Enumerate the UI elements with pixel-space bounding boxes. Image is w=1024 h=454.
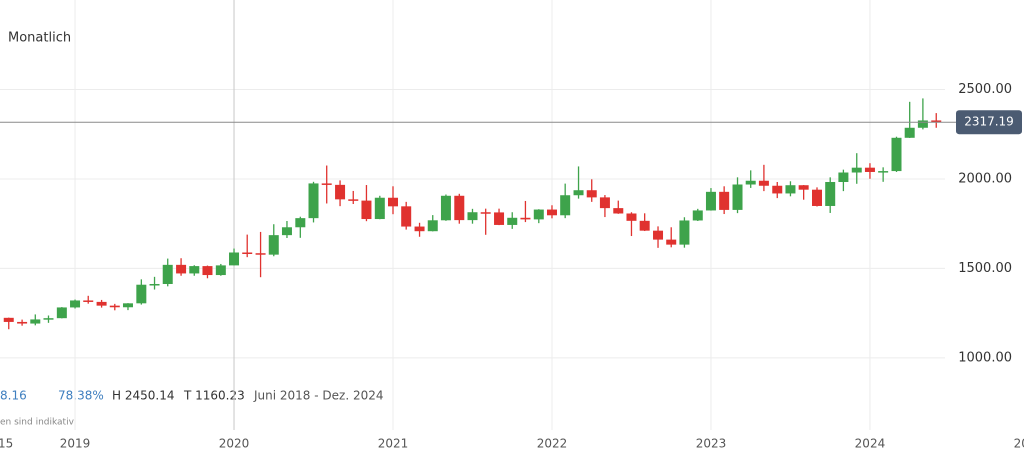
candle-body (851, 167, 862, 173)
candle-body (626, 213, 637, 221)
candle-body (533, 209, 544, 220)
candle-body (931, 120, 942, 123)
candle-body (613, 208, 624, 214)
y-tick-label: 1000.00 (958, 350, 1012, 365)
candle-body (560, 195, 571, 216)
candle-body (599, 197, 610, 209)
candle-body (440, 195, 451, 221)
y-tick-label: 2000.00 (958, 171, 1012, 186)
candle-body (639, 220, 650, 231)
period: Monatlich (8, 31, 71, 46)
candle-body (480, 212, 491, 214)
high-label: H 2450.14 (112, 389, 174, 403)
candle-body (653, 230, 664, 240)
candle-body (242, 252, 253, 255)
x-tick-label: 2021 (378, 437, 409, 451)
candle-body (109, 305, 120, 308)
current-price-label: 2317.19 (964, 115, 1014, 129)
candle-body (772, 185, 783, 194)
candle-body (162, 264, 173, 284)
candle-body (122, 303, 133, 308)
candle-body (401, 206, 412, 227)
candle-body (281, 227, 292, 236)
candle-body (864, 167, 875, 172)
candle-body (427, 220, 438, 232)
candle-body (758, 180, 769, 186)
candle-body (414, 226, 425, 232)
low-label: T 1160.23 (183, 389, 245, 403)
candle-body (229, 252, 240, 266)
candle-body (891, 137, 902, 172)
candle-body (507, 217, 518, 225)
candle-body (719, 191, 730, 210)
candle-body (745, 180, 756, 185)
candle-body (374, 197, 385, 220)
x-fragment: 15 (0, 437, 13, 451)
candle-body (215, 265, 226, 276)
candle-body (904, 127, 915, 138)
y-tick-label: 1500.00 (958, 261, 1012, 276)
change: 8.16 (0, 389, 27, 403)
x-tick-label: 2024 (855, 437, 886, 451)
candle-body (825, 181, 836, 206)
candle-body (308, 183, 319, 219)
candle-body (573, 190, 584, 196)
candle-body (388, 197, 399, 207)
candle-body (838, 172, 849, 182)
candle-body (70, 300, 81, 308)
x-tick-label: 2025 (1014, 437, 1024, 451)
candle-body (3, 317, 14, 322)
candle-body (467, 212, 478, 221)
candle-body (268, 235, 279, 255)
candle-body (520, 217, 531, 220)
candle-body (454, 195, 465, 221)
candle-body (586, 190, 597, 198)
candle-body (494, 212, 505, 225)
x-tick-label: 2023 (696, 437, 727, 451)
y-tick-label: 2500.00 (958, 82, 1012, 97)
change-pct: 78.38% (58, 389, 104, 403)
candle-body (56, 307, 67, 319)
candle-body (679, 220, 690, 245)
current-price-box (956, 110, 1022, 135)
note: en sind indikativ (0, 418, 75, 428)
candle-body (785, 185, 796, 194)
candle-body (17, 321, 28, 324)
range: Juni 2018 - Dez. 2024 (253, 389, 384, 403)
x-tick-label: 2022 (537, 437, 568, 451)
candle-body (43, 318, 54, 320)
candle-body (705, 191, 716, 211)
candle-body (189, 266, 200, 274)
candle-body (176, 264, 187, 274)
candle-body (732, 184, 743, 210)
candle-body (361, 200, 372, 220)
candle-body (917, 120, 928, 128)
candle-body (202, 266, 213, 276)
candle-body (692, 210, 703, 221)
x-tick-label: 2019 (60, 437, 91, 451)
candle-body (348, 199, 359, 201)
candle-body (335, 184, 346, 200)
candle-body (295, 218, 306, 228)
candle-body (878, 171, 889, 173)
candle-body (149, 283, 160, 286)
candle-body (546, 209, 557, 216)
candle-body (798, 185, 809, 190)
candle-body (666, 239, 677, 245)
candle-body (30, 319, 41, 324)
candle-body (255, 253, 266, 255)
candle-body (96, 301, 107, 306)
x-tick-label: 2020 (219, 437, 250, 451)
candle-body (321, 183, 332, 185)
candle-body (136, 284, 147, 304)
candle-body (83, 300, 94, 302)
candle-body (812, 189, 823, 206)
